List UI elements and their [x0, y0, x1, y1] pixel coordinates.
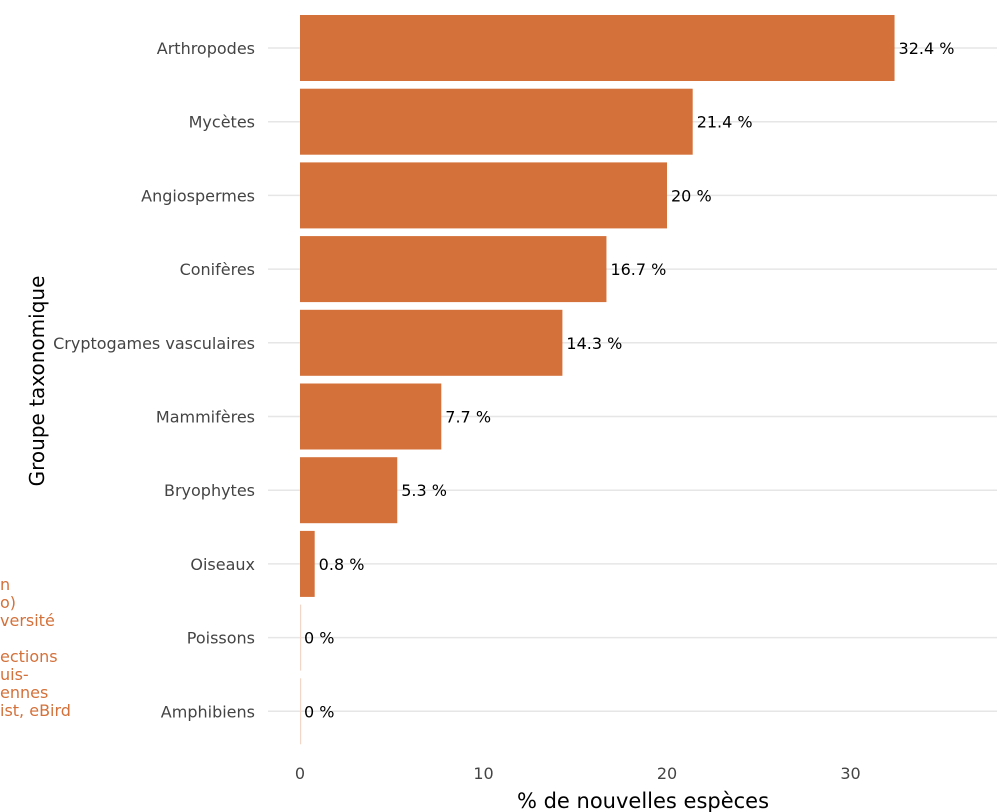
category-label: Poissons — [187, 629, 255, 648]
caption-line: uis- — [0, 665, 29, 684]
value-label: 0 % — [304, 629, 334, 648]
category-label: Bryophytes — [164, 481, 255, 500]
caption-line: ennes — [0, 683, 49, 702]
x-tick-labels: 0 10 20 30 — [295, 764, 861, 783]
caption-line: ist, eBird — [0, 701, 71, 720]
bar — [300, 236, 607, 303]
value-label: 21.4 % — [697, 113, 753, 132]
category-labels: Arthropodes Mycètes Angiospermes Conifères C… — [53, 39, 255, 721]
x-tick-label: 0 — [295, 764, 305, 783]
category-label: Arthropodes — [157, 39, 255, 58]
caption-line: versité — [0, 611, 55, 630]
value-label: 16.7 % — [610, 260, 666, 279]
x-axis-label: % de nouvelles espèces — [517, 789, 769, 812]
caption-line: o) — [0, 593, 17, 612]
bar — [300, 309, 563, 376]
caption-line: ections — [0, 647, 58, 666]
caption-line — [0, 630, 100, 648]
bar — [300, 88, 693, 155]
bar — [300, 530, 315, 597]
bars — [300, 15, 895, 745]
bar — [300, 15, 895, 81]
value-label: 0.8 % — [319, 555, 365, 574]
value-label: 32.4 % — [899, 39, 955, 58]
caption-line: n — [0, 575, 11, 594]
value-label: 14.3 % — [566, 334, 622, 353]
value-labels: 32.4 % 21.4 % 20 % 16.7 % 14.3 % 7.7 % 5.3 % 0.… — [304, 39, 954, 721]
category-label: Oiseaux — [190, 555, 255, 574]
caption-fragment: n o) versité ections uis-ennes ist, eBird — [0, 576, 100, 720]
value-label: 0 % — [304, 702, 334, 721]
bar — [300, 383, 442, 450]
category-label: Amphibiens — [161, 702, 255, 721]
x-tick-label: 30 — [840, 764, 860, 783]
y-axis-label: Groupe taxonomique — [25, 276, 49, 487]
category-label: Angiospermes — [141, 186, 255, 205]
value-label: 5.3 % — [401, 481, 447, 500]
value-label: 20 % — [671, 186, 712, 205]
bar — [300, 678, 302, 745]
x-tick-label: 20 — [657, 764, 677, 783]
category-label: Mammifères — [156, 408, 255, 427]
category-label: Mycètes — [189, 113, 255, 132]
bar — [300, 162, 667, 229]
category-label: Conifères — [180, 260, 255, 279]
category-label: Cryptogames vasculaires — [53, 334, 255, 353]
value-label: 7.7 % — [445, 408, 491, 427]
bar — [300, 604, 302, 671]
x-tick-label: 10 — [473, 764, 493, 783]
bar — [300, 457, 398, 524]
